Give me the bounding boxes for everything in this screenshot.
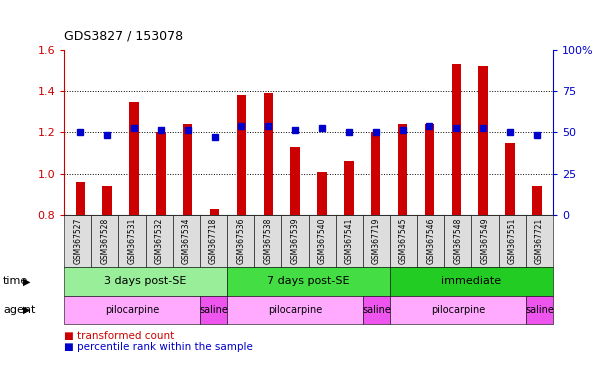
Bar: [344, 161, 354, 215]
Text: GSM367551: GSM367551: [508, 218, 517, 264]
Bar: [398, 124, 408, 215]
Text: GSM367718: GSM367718: [209, 218, 218, 264]
Text: saline: saline: [199, 305, 228, 315]
Bar: [532, 186, 541, 215]
Text: ■ transformed count: ■ transformed count: [64, 331, 174, 341]
Text: saline: saline: [525, 305, 554, 315]
Bar: [371, 132, 381, 215]
Bar: [452, 65, 461, 215]
Text: GSM367548: GSM367548: [453, 218, 463, 264]
Text: GSM367719: GSM367719: [372, 218, 381, 264]
Text: GSM367539: GSM367539: [290, 218, 299, 264]
Text: GSM367541: GSM367541: [345, 218, 354, 264]
Bar: [505, 143, 514, 215]
Bar: [317, 172, 327, 215]
Text: GSM367540: GSM367540: [318, 218, 327, 264]
Text: ▶: ▶: [23, 276, 31, 286]
Text: pilocarpine: pilocarpine: [105, 305, 159, 315]
Bar: [183, 124, 192, 215]
Text: GSM367536: GSM367536: [236, 218, 245, 264]
Text: GSM367546: GSM367546: [426, 218, 435, 264]
Text: GSM367545: GSM367545: [399, 218, 408, 264]
Text: GSM367538: GSM367538: [263, 218, 273, 264]
Bar: [130, 101, 139, 215]
Text: agent: agent: [3, 305, 35, 315]
Bar: [103, 186, 112, 215]
Text: 7 days post-SE: 7 days post-SE: [267, 276, 350, 286]
Text: GDS3827 / 153078: GDS3827 / 153078: [64, 29, 183, 42]
Text: saline: saline: [362, 305, 391, 315]
Text: pilocarpine: pilocarpine: [431, 305, 485, 315]
Bar: [210, 209, 219, 215]
Text: ■ percentile rank within the sample: ■ percentile rank within the sample: [64, 342, 253, 352]
Bar: [425, 124, 434, 215]
Bar: [290, 147, 300, 215]
Text: GSM367527: GSM367527: [73, 218, 82, 264]
Bar: [263, 93, 273, 215]
Bar: [156, 132, 166, 215]
Text: ▶: ▶: [23, 305, 31, 315]
Text: GSM367531: GSM367531: [128, 218, 136, 264]
Text: 3 days post-SE: 3 days post-SE: [104, 276, 187, 286]
Bar: [236, 95, 246, 215]
Text: GSM367549: GSM367549: [481, 218, 489, 264]
Text: pilocarpine: pilocarpine: [268, 305, 322, 315]
Text: immediate: immediate: [441, 276, 502, 286]
Text: GSM367528: GSM367528: [100, 218, 109, 264]
Text: GSM367534: GSM367534: [182, 218, 191, 264]
Text: time: time: [3, 276, 28, 286]
Text: GSM367532: GSM367532: [155, 218, 164, 264]
Bar: [76, 182, 85, 215]
Text: GSM367721: GSM367721: [535, 218, 544, 264]
Bar: [478, 66, 488, 215]
